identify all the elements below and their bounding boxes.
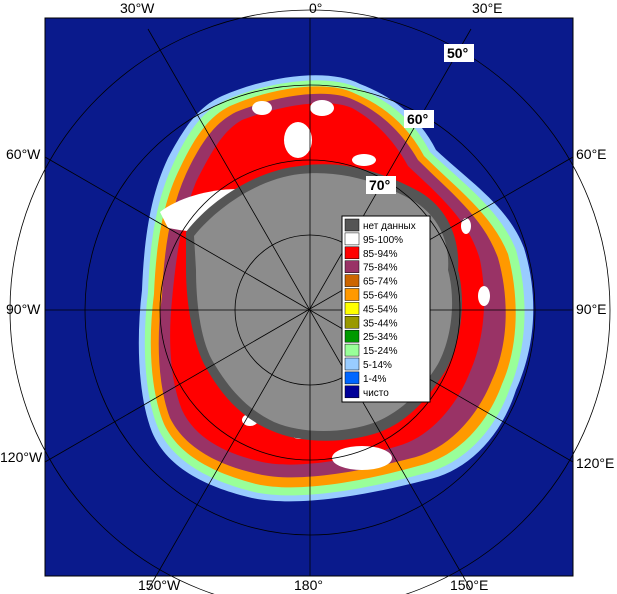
legend-swatch: [344, 246, 360, 260]
lon-label-150w: 150°W: [138, 577, 181, 593]
lat-label-70-box: [366, 176, 396, 194]
legend-label: 15-24%: [363, 346, 398, 357]
lat-label-60: 60°: [407, 111, 428, 127]
legend-swatch: [344, 302, 360, 315]
lon-label-60w: 60°W: [6, 146, 41, 162]
legend-swatch: [344, 371, 360, 385]
legend-swatch: [344, 357, 360, 371]
legend-label: 55-64%: [363, 291, 398, 302]
legend-label: 35-44%: [363, 318, 398, 329]
legend-label: чисто: [363, 388, 389, 399]
legend-label: 75-84%: [363, 263, 398, 274]
legend-label: 5-14%: [363, 360, 392, 371]
legend-swatch: [344, 288, 360, 301]
legend-label: 45-54%: [363, 304, 398, 315]
legend-swatch: [344, 274, 360, 287]
ice-patch: [310, 100, 334, 116]
ice-patch: [252, 101, 272, 115]
latitude-circle-50: [9, 9, 611, 594]
legend-swatch: [344, 316, 360, 329]
lat-label-70: 70°: [369, 177, 390, 193]
lat-label-50: 50°: [447, 45, 468, 61]
ice-patch: [352, 154, 376, 166]
ice-patch: [478, 286, 490, 306]
legend-label: 25-34%: [363, 332, 398, 343]
lat-label-50-box: [444, 44, 474, 62]
lon-label-120e: 120°E: [576, 455, 614, 471]
lon-label-90e: 90°E: [576, 301, 607, 317]
lon-label-60e: 60°E: [576, 146, 607, 162]
ice-patch: [284, 122, 312, 158]
ice-patch: [332, 446, 392, 470]
ice-patch: [461, 218, 471, 234]
latitude-labels: 50° 60° 70°: [366, 44, 474, 194]
legend-swatch: [344, 343, 360, 357]
lat-label-60-box: [404, 110, 434, 128]
legend-swatch: [344, 385, 360, 399]
lon-label-90w: 90°W: [6, 301, 41, 317]
legend-label: нет данных: [363, 221, 416, 232]
lon-label-30e: 30°E: [472, 0, 503, 16]
lon-label-150e: 150°E: [450, 577, 488, 593]
meridian-120: [44, 156, 574, 463]
graticule: [9, 9, 611, 594]
legend-label: 95-100%: [363, 235, 403, 246]
lon-label-180: 180°: [294, 577, 323, 593]
lon-label-120w: 120°W: [0, 449, 43, 465]
legend-label: 65-74%: [363, 277, 398, 288]
legend: нет данных 95-100% 85-94% 75-84% 65-74% 55-64…: [341, 215, 431, 403]
legend-label: 1-4%: [363, 374, 386, 385]
legend-swatch: [344, 218, 360, 232]
map-frame: [44, 17, 574, 577]
legend-swatch: [344, 329, 360, 343]
lon-label-0: 0°: [309, 0, 322, 16]
lon-label-30w: 30°W: [120, 0, 155, 16]
legend-swatch: [344, 260, 360, 273]
legend-label: 85-94%: [363, 249, 398, 260]
legend-swatch: [344, 232, 360, 246]
